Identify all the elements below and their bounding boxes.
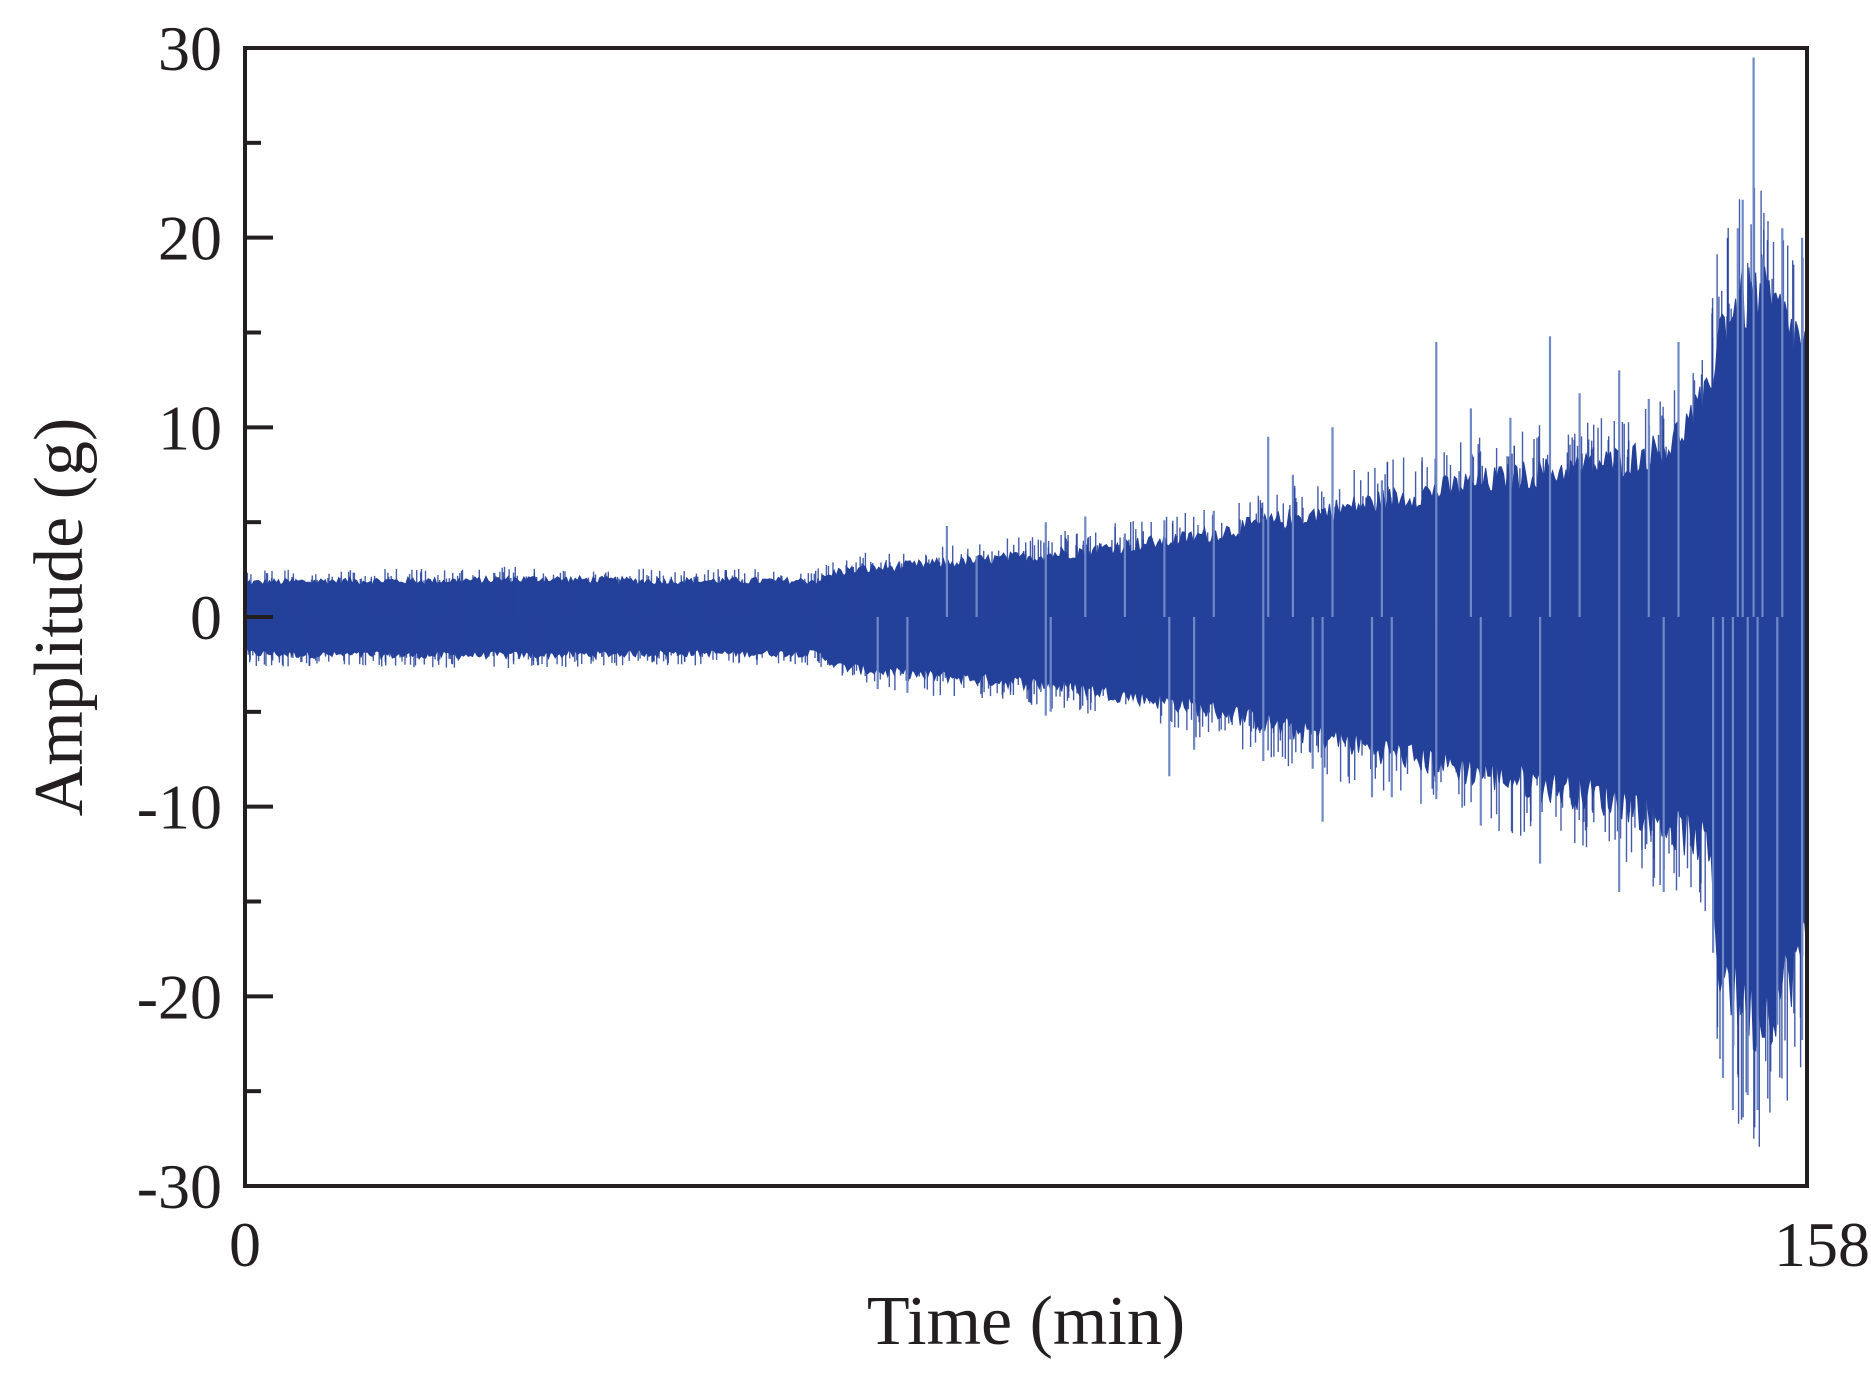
signal-layer — [244, 187, 1808, 1147]
x-axis-tick-labels: 0 158 — [229, 1209, 1870, 1280]
x-axis-title: Time (min) — [867, 1283, 1185, 1360]
y-tick-label: 20 — [158, 203, 222, 274]
signal-envelope — [244, 266, 1808, 1052]
y-axis-title: Amplitude (g) — [21, 418, 98, 817]
y-axis-tick-labels: 30 20 10 0 -10 -20 -30 — [137, 13, 222, 1222]
y-tick-label: 10 — [158, 392, 222, 463]
x-tick-label: 158 — [1774, 1209, 1870, 1280]
y-tick-label: 30 — [158, 13, 222, 84]
y-axis-ticks — [245, 140, 273, 1094]
spike-layer — [876, 57, 1804, 1111]
y-tick-label: -10 — [137, 772, 222, 843]
y-tick-label: 0 — [190, 582, 222, 653]
y-tick-label: -20 — [137, 961, 222, 1032]
y-tick-label: -30 — [137, 1151, 222, 1222]
x-tick-label: 0 — [229, 1209, 261, 1280]
